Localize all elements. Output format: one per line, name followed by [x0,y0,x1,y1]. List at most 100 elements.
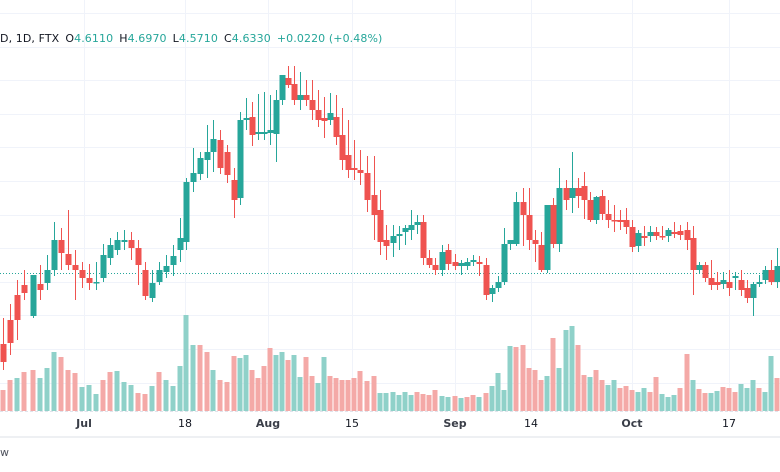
candle-up [122,240,128,242]
volume-bar [256,378,261,411]
candle-down [38,284,44,290]
volume-bar [1,390,6,411]
volume-bar [672,395,677,411]
candle-up [763,270,769,280]
candle-up [666,230,672,236]
volume-bar [122,382,127,411]
volume-bar [539,380,544,411]
volume-bar [763,392,768,411]
candle-up [268,130,274,133]
candle-up [164,266,170,272]
candle-down [358,170,364,173]
candle-up [298,95,304,100]
open-value: 4.6110 [74,32,113,45]
candle-up [409,225,415,230]
candle-down [564,188,570,200]
candle-up [440,252,446,270]
volume-bar [372,376,377,411]
candle-down [80,270,86,278]
volume-bar [352,378,357,411]
volume-bar [453,396,458,411]
candle-down [551,205,557,244]
volume-bar [38,378,43,411]
candle-up [391,236,397,243]
candle-down [642,236,648,238]
volume-bar [225,382,230,411]
volume-bar [465,397,470,411]
candle-down [477,262,483,264]
volume-bar [391,392,396,411]
candle-down [225,152,231,175]
candle-up [594,197,600,220]
candle-down [433,265,439,270]
volume-bar [733,392,738,411]
volume-bar [316,383,321,411]
volume-bar [280,352,285,411]
bottom-toolbar [0,436,780,472]
time-axis-label: Jul [76,417,92,430]
candle-up [502,244,508,282]
candle-down [769,270,775,282]
candle-up [415,222,421,225]
candle-up [191,173,197,182]
volume-bar [654,377,659,411]
candle-up [496,282,502,288]
candle-down [588,200,594,220]
volume-bar [685,354,690,411]
volume-bar [211,370,216,411]
candle-down [304,95,310,100]
volume-bar [636,392,641,411]
volume-bar [660,394,665,411]
volume-bar [45,368,50,411]
symbol-interval-exchange[interactable]: D, 1D, FTX [0,32,59,45]
volume-bar [298,377,303,411]
volume-bar [588,377,593,411]
candle-down [8,320,14,343]
candle-up [397,234,403,236]
volume-bar [304,357,309,411]
candle-down [378,210,384,242]
volume-bar [73,373,78,411]
volume-bar [310,376,315,411]
volume-bar [22,372,27,411]
volume-bar [440,396,445,411]
candle-down [745,288,751,298]
volume-bar [564,330,569,411]
volume-bar [421,394,426,411]
volume-bar [533,370,538,411]
time-axis-label: 15 [345,417,359,430]
volume-bar [557,368,562,411]
volume-bar [721,387,726,411]
volume-bar [198,345,203,411]
candle-down [703,265,709,278]
candle-down [322,118,328,121]
candle-up [198,158,204,174]
volume-bar [250,370,255,411]
volume-bar [727,388,732,411]
volume-bar [129,385,134,411]
volume-bar [358,371,363,411]
candle-down [618,220,624,222]
candle-up [636,233,642,246]
candle-down [624,220,630,227]
volume-bar [666,397,671,411]
volume-bar [115,371,120,411]
candle-down [660,236,666,238]
volume-bar [403,392,408,411]
volume-bar [157,372,162,411]
volume-bar [446,397,451,411]
candle-down [606,214,612,220]
volume-bar [15,378,20,411]
candle-up [721,280,727,284]
candle-down [739,280,745,290]
volume-bar [340,380,345,411]
candle-down [340,135,346,160]
volume-bar [191,345,196,411]
candle-down [232,180,238,200]
volume-bar [171,386,176,411]
candle-up [545,205,551,270]
candle-up [244,118,250,120]
volume-bar [703,393,708,411]
